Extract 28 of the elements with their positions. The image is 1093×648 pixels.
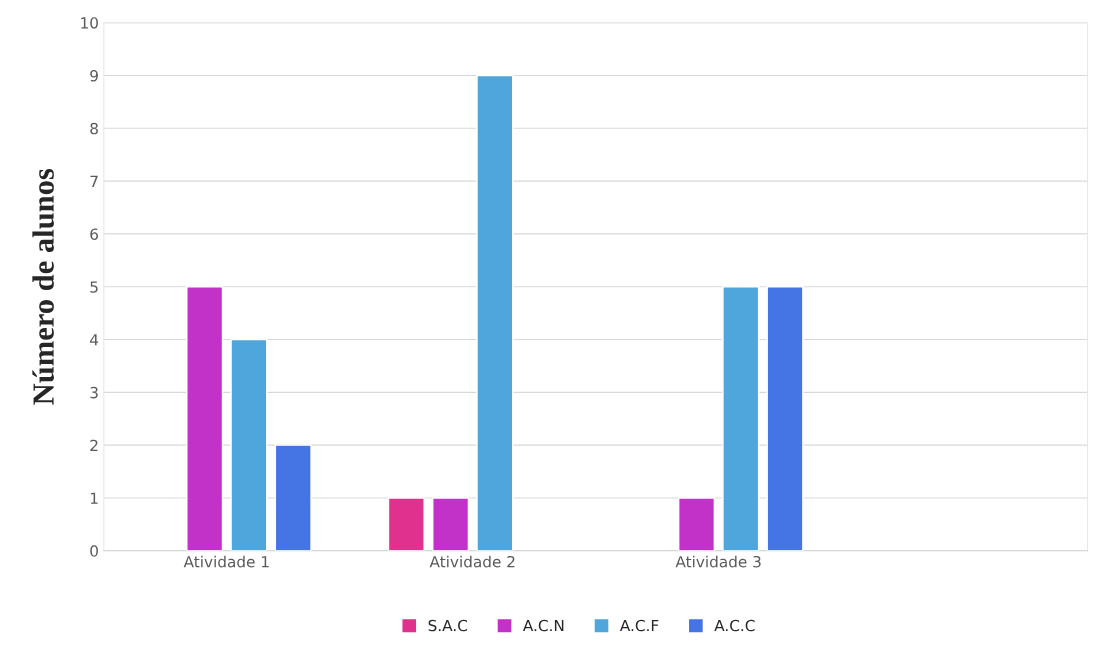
y-tick-label: 0 xyxy=(90,545,98,557)
bar xyxy=(186,286,224,551)
y-tick-label: 5 xyxy=(90,281,98,293)
y-tick-label: 10 xyxy=(81,17,98,29)
legend-label: A.C.C xyxy=(714,619,755,632)
bar xyxy=(230,338,268,551)
bar xyxy=(274,444,312,551)
x-tick-label: Atividade 3 xyxy=(675,555,761,568)
bar xyxy=(766,286,804,551)
legend-label: A.C.F xyxy=(619,619,659,632)
y-tick-label: 9 xyxy=(90,69,98,82)
y-tick-label: 4 xyxy=(90,334,99,346)
bar xyxy=(722,286,760,551)
y-tick-label: 1 xyxy=(90,492,98,504)
legend-label: S.A.C xyxy=(428,619,468,632)
y-tick-label: 2 xyxy=(90,439,98,451)
y-axis-title: Número de alunos xyxy=(32,168,54,405)
y-tick-label: 6 xyxy=(90,228,99,240)
y-tick-label: 3 xyxy=(90,386,98,399)
bar xyxy=(432,497,470,551)
legend-label: A.C.N xyxy=(522,619,564,632)
y-tick-label: 8 xyxy=(90,122,98,135)
y-tick-label: 7 xyxy=(90,175,98,187)
bar xyxy=(476,74,514,551)
bar xyxy=(387,497,425,551)
bar xyxy=(677,497,716,551)
x-tick-label: Atividade 1 xyxy=(183,555,269,568)
x-tick-label: Atividade 2 xyxy=(429,555,515,568)
